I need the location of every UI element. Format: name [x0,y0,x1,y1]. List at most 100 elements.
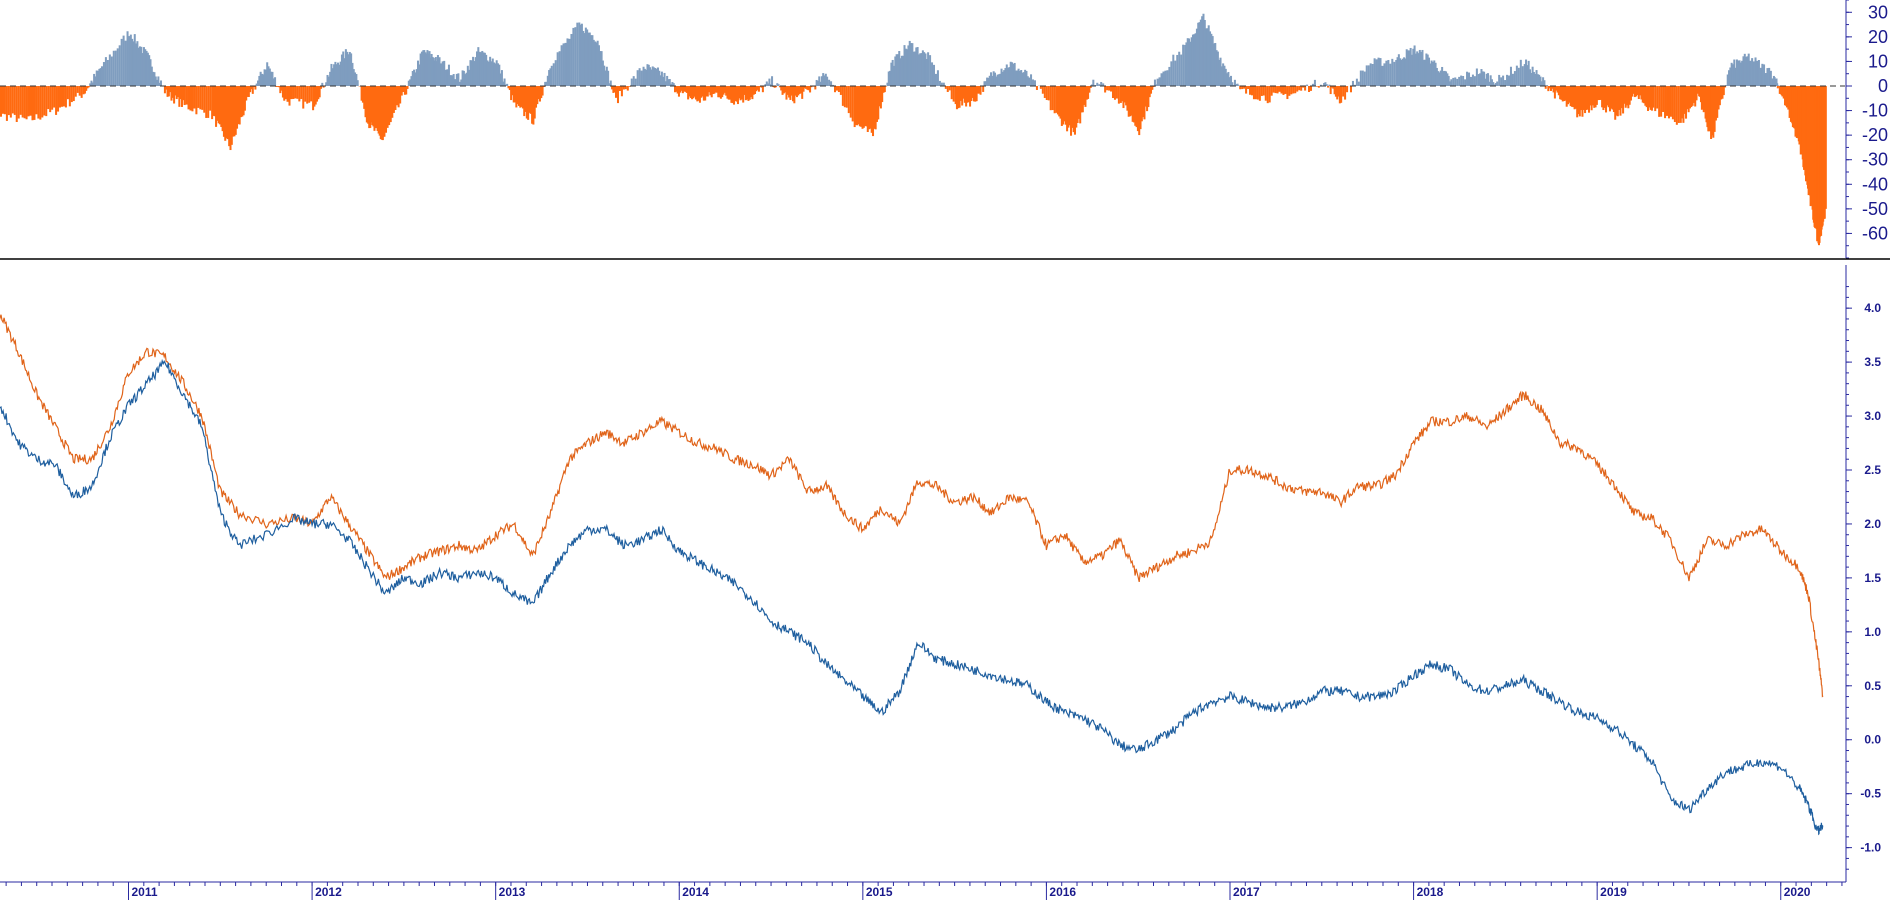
positive-bar [555,60,557,86]
negative-bar [1674,86,1676,122]
negative-bar [1257,86,1259,100]
positive-bar [1166,70,1168,86]
negative-bar [1259,86,1261,101]
negative-bar [1255,86,1257,99]
positive-bar [1520,60,1522,86]
positive-bar [1100,82,1102,86]
x-tick-label: 2012 [315,885,342,899]
negative-bar [33,86,35,120]
negative-bar [308,86,310,103]
top-y-tick-label: 0 [1878,76,1888,96]
positive-bar [123,36,125,86]
negative-bar [834,86,836,92]
positive-bar [563,43,565,86]
positive-bar [1164,71,1166,86]
positive-bar [160,80,162,86]
bottom-y-tick-label: -1.0 [1860,841,1881,855]
positive-bar [557,52,559,86]
positive-bar [1546,85,1548,86]
positive-bar [1777,85,1779,86]
negative-bar [201,86,203,110]
positive-bar [1470,77,1472,86]
negative-bar [1670,86,1672,117]
negative-bar [298,86,300,101]
positive-bar [1460,76,1462,86]
negative-bar [16,86,18,122]
positive-bar [1170,61,1172,86]
negative-bar [1275,86,1277,93]
negative-bar [1249,86,1251,95]
positive-bar [1468,73,1470,86]
positive-bar [826,77,828,86]
positive-bar [1372,64,1374,86]
negative-bar [1265,86,1267,101]
negative-bar [188,86,190,109]
x-tick-label: 2016 [1049,885,1076,899]
negative-bar [982,86,984,92]
negative-bar [1288,86,1290,96]
x-tick-label: 2015 [866,885,893,899]
top-panel-area-chart: 3020100-10-20-30-40-50-60 [0,0,1888,258]
positive-bar [1376,59,1378,86]
positive-bar [1032,79,1034,86]
bottom-panel-line-chart: 4.03.53.02.52.01.51.00.50.0-0.5-1.0 [0,265,1881,882]
negative-bar [1327,86,1329,88]
negative-bar [1318,86,1320,88]
positive-bar [113,51,115,86]
positive-bar [1356,79,1358,86]
negative-bar [1676,86,1678,125]
x-tick-label: 2011 [132,885,158,899]
negative-bar [1342,86,1344,97]
positive-bar [631,79,633,86]
negative-bar [1106,86,1108,90]
negative-bar [951,86,953,99]
positive-bar [1458,77,1460,86]
positive-bar [1157,79,1159,86]
negative-bar [35,86,37,114]
positive-bar [574,27,576,86]
bottom-y-tick-label: 2.0 [1864,517,1881,531]
negative-bar [1286,86,1288,99]
positive-bar [553,63,555,86]
negative-bar [20,86,22,115]
negative-bar [407,86,409,89]
negative-bar [852,86,854,121]
positive-bar [1522,66,1524,86]
positive-bar [943,83,945,86]
negative-bar [627,86,629,91]
positive-bar [1498,75,1500,86]
top-y-tick-label: 30 [1868,2,1888,22]
negative-bar [1112,86,1114,98]
negative-bar [1280,86,1282,94]
positive-bar [121,39,123,86]
x-tick-label: 2013 [499,885,526,899]
negative-bar [73,86,75,101]
negative-bar [762,86,764,92]
negative-bar [1664,86,1666,118]
positive-bar [1159,77,1161,86]
top-y-tick-label: -20 [1862,125,1888,145]
positive-bar [1510,67,1512,86]
x-tick-label: 2018 [1417,885,1444,899]
positive-bar [1366,65,1368,86]
negative-bar [191,86,193,111]
positive-bar [937,70,939,86]
negative-bar [2,86,4,114]
negative-bar [1340,86,1342,103]
negative-bar [41,86,43,117]
negative-bar [623,86,625,90]
negative-bar [1116,86,1118,99]
negative-bar [1044,86,1046,98]
negative-bar [77,86,79,93]
negative-bar [189,86,191,110]
positive-bar [1161,73,1163,86]
negative-bar [45,86,47,116]
positive-bar [1512,74,1514,86]
positive-bar [933,65,935,86]
negative-bar [1662,86,1664,112]
negative-bar [22,86,24,117]
negative-bar [619,86,621,91]
positive-bar [633,76,635,86]
positive-bar [576,23,578,86]
negative-bar [288,86,290,106]
